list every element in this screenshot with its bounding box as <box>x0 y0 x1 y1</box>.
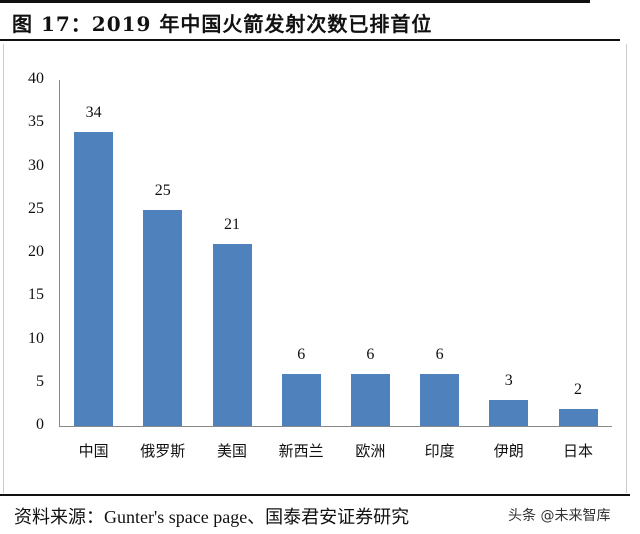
bar <box>143 209 183 426</box>
y-tick-label: 5 <box>36 372 44 390</box>
data-label: 25 <box>154 181 171 199</box>
data-label: 2 <box>574 380 582 398</box>
figure-title: 图 17：2019 年中国火箭发射次数已排首位 <box>12 12 433 36</box>
x-tick-label: 新西兰 <box>278 442 324 460</box>
y-tick-label: 25 <box>28 199 44 217</box>
bar <box>350 374 390 426</box>
title-rule <box>0 39 620 41</box>
data-label: 6 <box>297 346 306 364</box>
x-tick-label: 欧洲 <box>355 442 386 460</box>
bar <box>558 408 598 426</box>
x-tick-label: 俄罗斯 <box>140 442 186 460</box>
bar <box>489 400 529 426</box>
y-tick-label: 35 <box>28 113 44 131</box>
y-tick-label: 15 <box>28 286 44 304</box>
x-tick-label: 日本 <box>562 442 593 460</box>
y-tick-label: 30 <box>28 156 44 174</box>
y-tick-label: 40 <box>28 70 44 87</box>
y-tick-label: 20 <box>28 243 44 260</box>
bar <box>420 374 460 426</box>
bar <box>281 374 321 426</box>
x-tick-label: 美国 <box>216 442 247 460</box>
data-label: 6 <box>366 346 375 364</box>
x-tick-label: 中国 <box>78 442 109 460</box>
source-note: 资料来源：Gunter's space page、国泰君安证券研究 <box>14 507 410 527</box>
top-rule <box>0 0 590 3</box>
data-label: 34 <box>85 103 102 121</box>
data-label: 6 <box>435 346 444 364</box>
source-rule <box>0 494 630 496</box>
watermark: 头条 @未来智库 <box>508 508 611 524</box>
x-tick-label: 伊朗 <box>493 442 524 460</box>
y-axis <box>59 80 60 426</box>
data-label: 3 <box>504 372 513 390</box>
chart-frame <box>3 44 627 493</box>
y-tick-label: 0 <box>36 416 44 433</box>
x-axis <box>59 426 612 427</box>
bar <box>74 131 114 426</box>
data-label: 21 <box>224 216 240 234</box>
x-tick-label: 印度 <box>424 442 455 460</box>
bar <box>212 244 252 426</box>
y-tick-label: 10 <box>28 329 44 347</box>
